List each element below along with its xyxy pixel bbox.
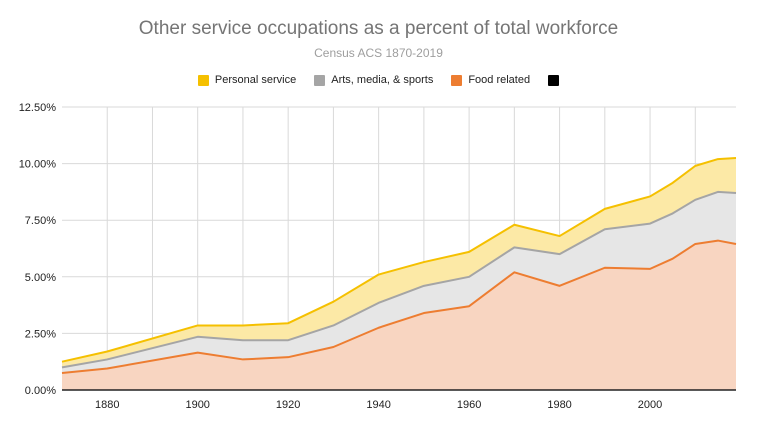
chart-subtitle: Census ACS 1870-2019 <box>314 46 443 60</box>
x-tick-label: 2000 <box>638 399 662 411</box>
legend-item-arts-media-sports: Arts, media, & sports <box>314 74 433 86</box>
legend-swatch <box>197 74 209 86</box>
x-tick-label: 1900 <box>185 399 209 411</box>
y-tick-label: 5.00% <box>25 272 56 284</box>
x-tick-label: 1960 <box>457 399 481 411</box>
x-tick-label: 1880 <box>95 399 119 411</box>
y-tick-label: 10.00% <box>19 159 57 171</box>
line-personal-service <box>61 156 737 363</box>
legend-label: Arts, media, & sports <box>331 74 434 86</box>
legend-label: Food related <box>468 74 531 86</box>
x-tick-label: 1920 <box>276 399 300 411</box>
area-food-related <box>62 240 736 390</box>
legend-item-food-related: Food related <box>451 74 530 86</box>
legend-swatch <box>548 74 560 86</box>
y-tick-label: 0.00% <box>25 385 56 397</box>
legend-item-personal-service: Personal service <box>197 74 297 86</box>
y-tick-label: 12.50% <box>19 102 57 114</box>
y-tick-label: 7.50% <box>25 215 56 227</box>
legend-item-unlabeled <box>548 74 560 86</box>
area-personal-service <box>62 157 736 368</box>
legend-swatch <box>314 74 326 86</box>
x-tick-label: 1940 <box>366 399 390 411</box>
line-food-related <box>61 239 737 375</box>
legend-swatch <box>451 74 463 86</box>
chart-title: Other service occupations as a percent o… <box>138 18 619 39</box>
x-tick-label: 1980 <box>547 399 571 411</box>
legend: Personal service Arts, media, & sports F… <box>0 74 757 86</box>
line-arts-media-sports <box>61 190 737 369</box>
legend-label: Personal service <box>214 74 297 86</box>
y-tick-label: 2.50% <box>25 328 56 340</box>
